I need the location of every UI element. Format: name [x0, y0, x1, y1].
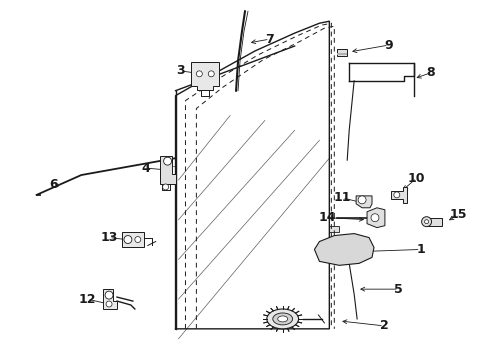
Text: 8: 8	[426, 66, 434, 79]
Polygon shape	[191, 62, 219, 90]
Circle shape	[163, 184, 168, 190]
Text: 3: 3	[176, 64, 184, 77]
Circle shape	[370, 214, 378, 222]
Circle shape	[123, 235, 132, 243]
Text: 15: 15	[448, 208, 466, 221]
Circle shape	[135, 237, 141, 243]
Text: 11: 11	[333, 192, 350, 204]
Polygon shape	[390, 187, 406, 203]
Text: 5: 5	[394, 283, 402, 296]
Ellipse shape	[266, 309, 298, 329]
Polygon shape	[160, 156, 175, 184]
Polygon shape	[328, 226, 339, 231]
Polygon shape	[337, 49, 346, 56]
Circle shape	[424, 220, 427, 224]
Text: 7: 7	[265, 33, 274, 46]
Circle shape	[196, 71, 202, 77]
Circle shape	[163, 157, 171, 165]
Text: 12: 12	[78, 293, 96, 306]
Circle shape	[106, 301, 112, 307]
Text: 6: 6	[49, 179, 58, 192]
Text: 1: 1	[415, 243, 424, 256]
Polygon shape	[314, 234, 373, 265]
Ellipse shape	[272, 313, 292, 325]
Circle shape	[208, 71, 214, 77]
Polygon shape	[337, 53, 346, 55]
Polygon shape	[122, 231, 143, 247]
Text: 13: 13	[100, 231, 118, 244]
Text: 14: 14	[318, 211, 335, 224]
Circle shape	[357, 196, 366, 204]
Text: 9: 9	[384, 39, 392, 51]
Polygon shape	[366, 208, 384, 228]
Polygon shape	[103, 289, 117, 309]
Polygon shape	[355, 196, 371, 208]
Circle shape	[421, 217, 431, 227]
Text: 10: 10	[407, 171, 425, 185]
Polygon shape	[426, 218, 442, 226]
Circle shape	[105, 291, 113, 299]
Text: 4: 4	[141, 162, 150, 175]
Ellipse shape	[277, 316, 287, 322]
Circle shape	[393, 192, 399, 198]
Text: 2: 2	[379, 319, 387, 332]
